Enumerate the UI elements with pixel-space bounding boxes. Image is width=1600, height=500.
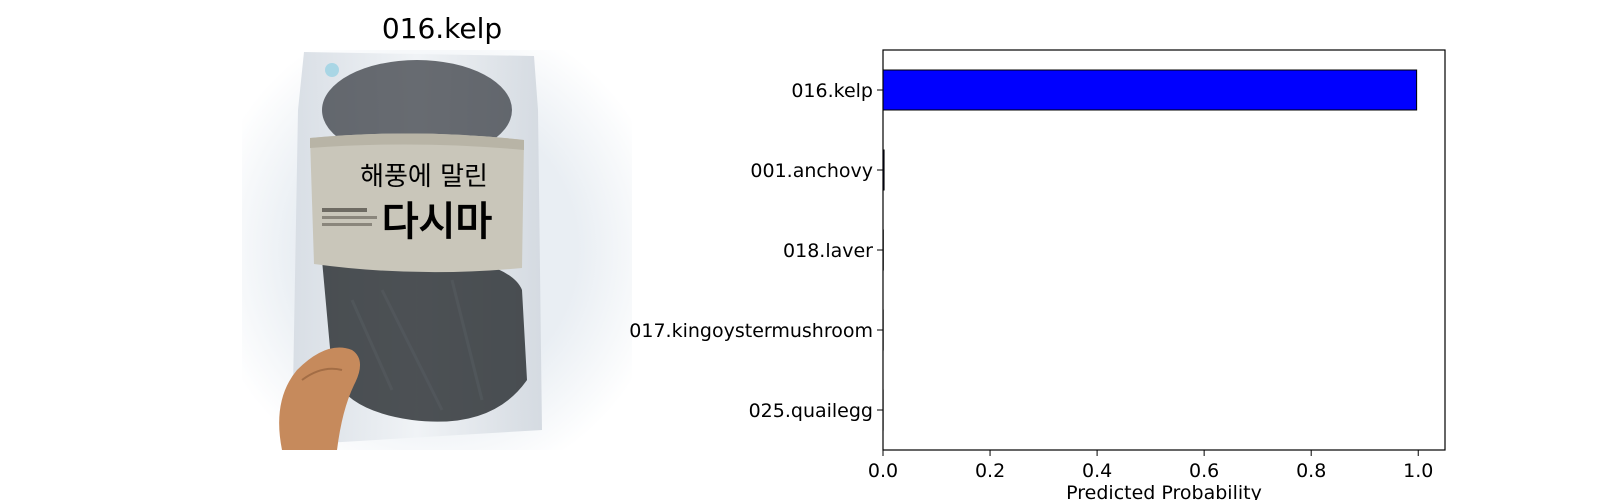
y-tick-label: 018.laver — [783, 240, 873, 262]
x-tick-label: 0.4 — [1082, 460, 1112, 482]
y-tick-label: 017.kingoystermushroom — [629, 320, 873, 342]
package-text-line1: 해풍에 말린 — [360, 162, 488, 192]
bar-016.kelp — [882, 69, 1418, 111]
kelp-package-photo: 해풍에 말린 다시마 — [242, 50, 632, 450]
x-tick-label: 0.6 — [1189, 460, 1219, 482]
y-tick-label: 016.kelp — [791, 80, 873, 102]
y-tick-label: 025.quailegg — [749, 400, 873, 422]
y-tick-label: 001.anchovy — [750, 160, 873, 182]
x-tick-label: 0.8 — [1296, 460, 1326, 482]
x-tick-label: 0.0 — [868, 460, 898, 482]
x-tick-label: 1.0 — [1403, 460, 1433, 482]
image-title: 016.kelp — [381, 12, 503, 45]
package-text-line2: 다시마 — [382, 199, 493, 245]
x-axis-label: Predicted Probability — [1066, 482, 1262, 500]
x-tick-label: 0.2 — [975, 460, 1005, 482]
